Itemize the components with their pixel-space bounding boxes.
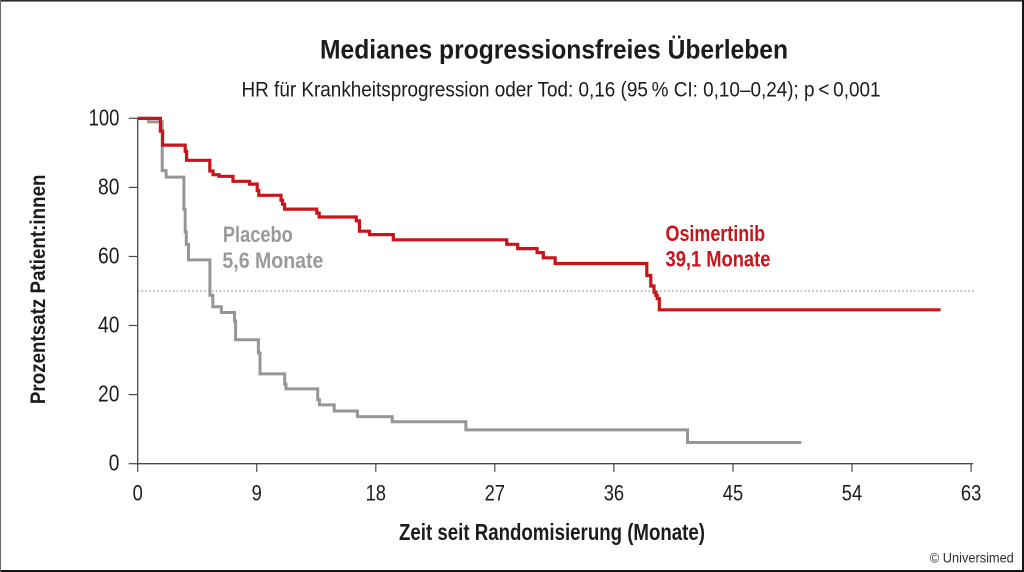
svg-text:Prozentsatz Patient:innen: Prozentsatz Patient:innen xyxy=(26,174,50,404)
svg-text:45: 45 xyxy=(723,481,743,506)
svg-text:36: 36 xyxy=(604,481,624,506)
svg-text:63: 63 xyxy=(961,481,981,506)
svg-text:5,6 Monate: 5,6 Monate xyxy=(222,248,323,273)
svg-text:18: 18 xyxy=(366,481,386,506)
svg-text:80: 80 xyxy=(98,173,119,199)
svg-text:9: 9 xyxy=(252,481,262,506)
svg-text:40: 40 xyxy=(98,312,119,338)
svg-text:Placebo: Placebo xyxy=(223,222,293,247)
svg-text:© Universimed: © Universimed xyxy=(930,551,1014,566)
svg-text:0: 0 xyxy=(133,481,143,506)
svg-text:Medianes progressionsfreies Üb: Medianes progressionsfreies Überleben xyxy=(320,35,788,65)
svg-text:39,1 Monate: 39,1 Monate xyxy=(666,247,771,272)
svg-text:Osimertinib: Osimertinib xyxy=(666,221,766,246)
svg-text:54: 54 xyxy=(842,481,862,506)
svg-text:20: 20 xyxy=(98,381,119,407)
svg-text:0: 0 xyxy=(109,450,120,476)
svg-text:100: 100 xyxy=(89,104,120,130)
svg-text:27: 27 xyxy=(485,481,505,506)
svg-text:Zeit seit Randomisierung (Mona: Zeit seit Randomisierung (Monate) xyxy=(399,519,705,545)
svg-text:HR für Krankheitsprogression o: HR für Krankheitsprogression oder Tod: 0… xyxy=(242,78,881,102)
svg-text:60: 60 xyxy=(98,243,119,269)
